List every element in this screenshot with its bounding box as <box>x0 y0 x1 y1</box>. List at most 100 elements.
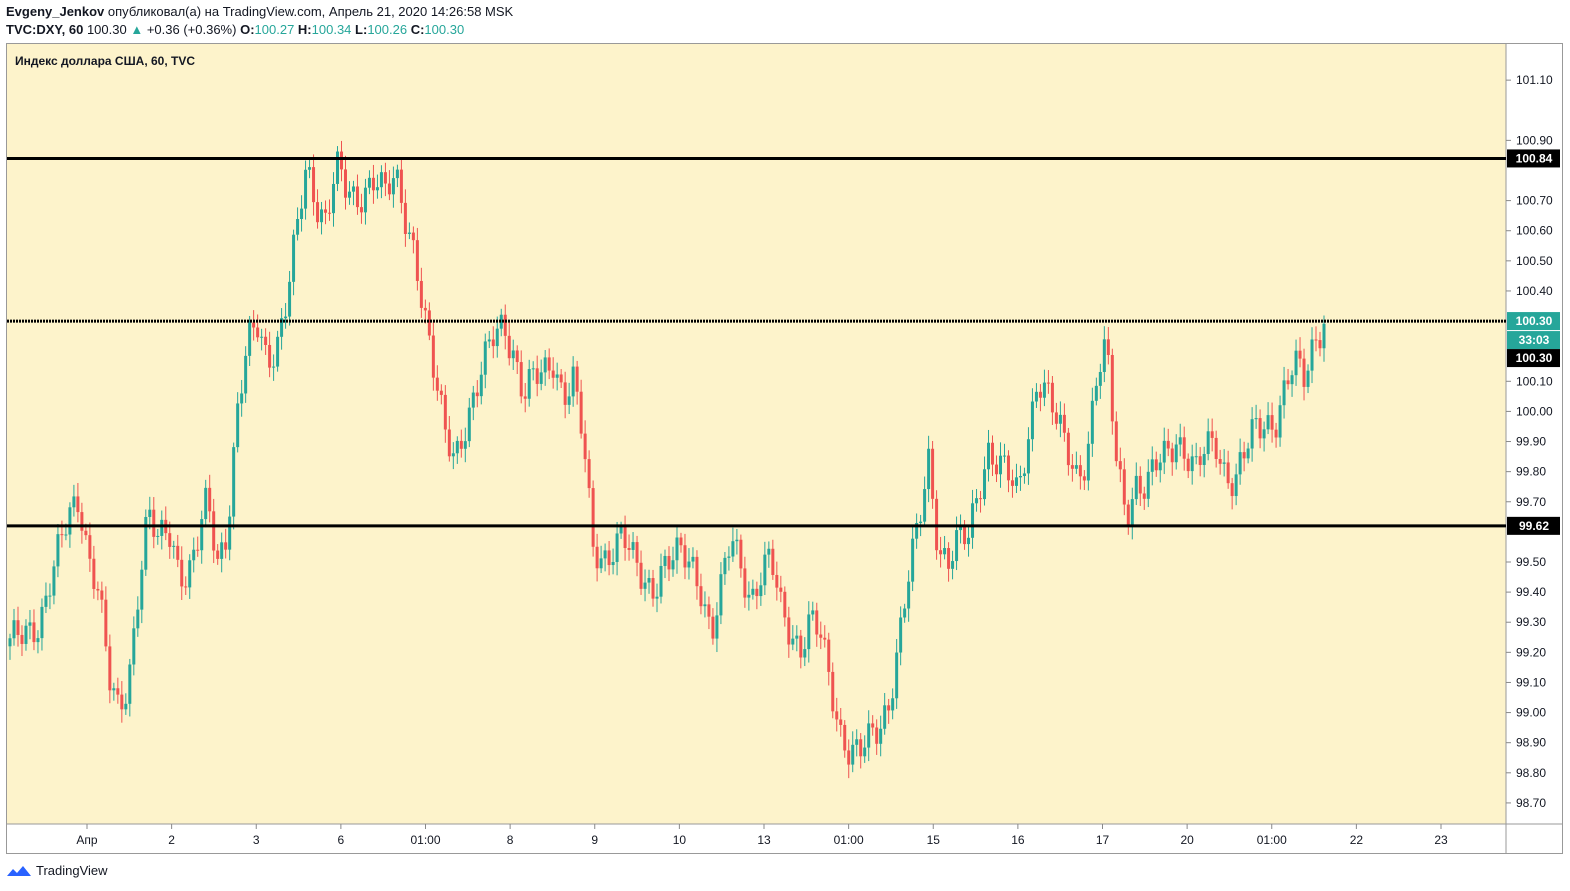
plot-area[interactable] <box>7 44 1506 824</box>
candle-body <box>128 664 132 704</box>
candle-body <box>196 549 200 551</box>
symbol-info: TVC:DXY, 60 100.30 ▲ +0.36 (+0.36%) O:10… <box>6 22 464 37</box>
footer[interactable]: TradingView <box>6 863 108 878</box>
x-tick-label: 20 <box>1180 833 1194 847</box>
candle-body <box>447 429 451 457</box>
candle-body <box>1146 471 1150 499</box>
candle-body <box>887 705 891 711</box>
candle-body <box>1002 455 1006 457</box>
candle-body <box>108 646 112 691</box>
candle-body <box>16 620 20 635</box>
candle-body <box>1182 437 1186 459</box>
candle-body <box>200 519 204 551</box>
candle-body <box>1026 439 1030 474</box>
candle-body <box>1042 382 1046 398</box>
candle-body <box>543 357 547 373</box>
candle-body <box>719 574 723 616</box>
candle-body <box>839 719 843 725</box>
y-tick-label: 99.00 <box>1516 706 1546 720</box>
candle-body <box>411 232 415 241</box>
candle-body <box>212 511 216 551</box>
candle-body <box>595 546 599 569</box>
candle-body <box>1006 455 1010 481</box>
candle-body <box>823 637 827 640</box>
price-change: +0.36 (+0.36%) <box>146 22 237 37</box>
candle-body <box>144 516 148 570</box>
candle-body <box>68 507 72 535</box>
candle-body <box>683 545 687 568</box>
candle-body <box>1078 465 1082 477</box>
candle-body <box>1278 405 1282 438</box>
candle-body <box>395 169 399 179</box>
candle-body <box>911 538 915 582</box>
level-price-tag-label: 100.84 <box>1516 151 1553 165</box>
candle-body <box>603 550 607 559</box>
candle-body <box>631 542 635 550</box>
candle-body <box>248 322 252 356</box>
candle-body <box>755 588 759 597</box>
candle-body <box>951 561 955 569</box>
candle-body <box>687 561 691 568</box>
candle-body <box>847 750 851 765</box>
levels-group[interactable] <box>7 156 1506 528</box>
y-tick-label: 100.40 <box>1516 284 1553 298</box>
y-tick-label: 99.90 <box>1516 435 1546 449</box>
candle-body <box>971 503 975 538</box>
candle-body <box>156 535 160 537</box>
candle-body <box>132 628 136 665</box>
candle-body <box>359 207 363 213</box>
candle-body <box>399 169 403 203</box>
candle-body <box>1290 375 1294 385</box>
candle-body <box>495 328 499 347</box>
candle-body <box>487 339 491 342</box>
candle-body <box>20 634 24 644</box>
candle-body <box>1250 419 1254 449</box>
candle-body <box>975 498 979 504</box>
candle-body <box>799 635 803 658</box>
candle-body <box>859 739 863 757</box>
x-tick-label: 15 <box>927 833 941 847</box>
candle-body <box>663 555 667 566</box>
candle-body <box>1266 415 1270 430</box>
candle-body <box>983 469 987 500</box>
candle-body <box>743 568 747 598</box>
price-axis[interactable]: 101.10 100.90 100.70 100.60 100.50 100.40 100.… <box>1506 73 1553 810</box>
candle-body <box>667 555 671 570</box>
y-tick-label: 98.70 <box>1516 796 1546 810</box>
candle-body <box>815 610 819 635</box>
candle-body <box>136 609 140 629</box>
candle-body <box>427 310 431 336</box>
candle-body <box>871 723 875 728</box>
candle-body <box>583 433 587 460</box>
x-tick-label: 13 <box>757 833 771 847</box>
candle-body <box>519 362 523 397</box>
candle-body <box>863 747 867 757</box>
candle-body <box>56 534 60 567</box>
candle-body <box>320 209 324 223</box>
level-price-tag-label: 100.30 <box>1516 351 1553 365</box>
x-tick-label: 16 <box>1011 833 1025 847</box>
candle-body <box>1090 400 1094 444</box>
candle-body <box>423 307 427 311</box>
chart-frame <box>6 43 1563 854</box>
author-name[interactable]: Evgeny_Jenkov <box>6 4 105 19</box>
candle-body <box>803 649 807 658</box>
time-axis[interactable]: Апр 2 3 6 01:00 8 9 10 13 01:00 15 16 17 20 01:00 22 23 <box>76 824 1448 847</box>
y-tick-label: 100.90 <box>1516 133 1553 147</box>
candle-body <box>567 396 571 405</box>
candle-body <box>1310 339 1314 371</box>
open-value: 100.27 <box>254 22 295 37</box>
x-tick-label: 10 <box>673 833 687 847</box>
brand-name: TradingView <box>36 863 108 878</box>
candle-body <box>1226 462 1230 484</box>
candle-body <box>72 496 76 508</box>
candle-body <box>1314 339 1318 341</box>
candle-body <box>751 588 755 595</box>
candle-body <box>899 617 903 653</box>
candle-body <box>152 509 156 537</box>
candle-body <box>1270 415 1274 430</box>
candle-body <box>575 366 579 392</box>
y-tick-label: 99.10 <box>1516 675 1546 689</box>
candle-body <box>36 638 40 643</box>
